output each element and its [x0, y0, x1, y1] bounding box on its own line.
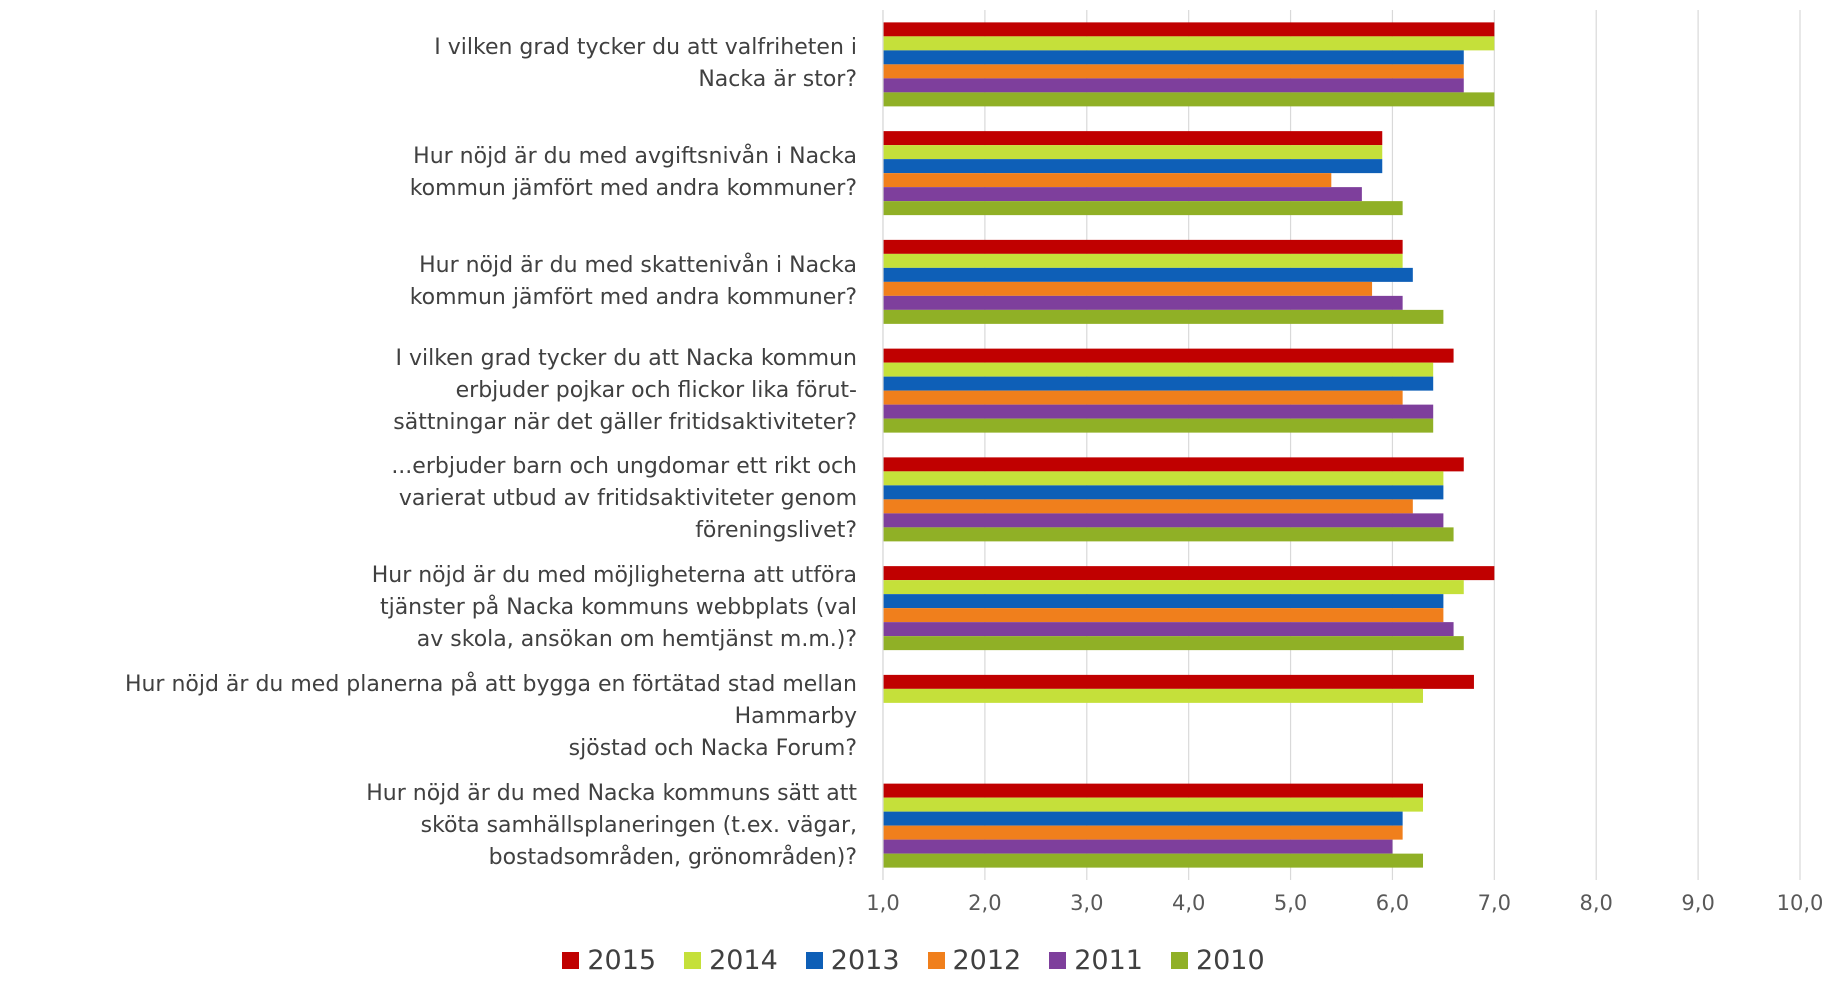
- legend-swatch: [927, 952, 945, 969]
- bar: [883, 267, 1413, 282]
- x-tick-label: 8,0: [1580, 891, 1613, 915]
- bar: [883, 201, 1403, 216]
- x-tick-label: 6,0: [1376, 891, 1409, 915]
- legend: 2015 2014 2013 2012 2011 2010: [0, 945, 1827, 976]
- x-tick-label: 4,0: [1172, 891, 1205, 915]
- legend-label: 2015: [587, 945, 657, 976]
- x-tick-label: 7,0: [1478, 891, 1511, 915]
- legend-item: 2013: [805, 945, 900, 976]
- bar: [883, 187, 1362, 202]
- bar: [883, 281, 1373, 296]
- bar: [883, 825, 1403, 840]
- bar: [883, 566, 1495, 581]
- bar: [883, 853, 1424, 868]
- bar: [883, 594, 1444, 609]
- bar: [883, 404, 1434, 419]
- legend-label: 2013: [830, 945, 900, 976]
- bar: [883, 674, 1474, 689]
- bar: [883, 608, 1444, 623]
- bar: [883, 513, 1444, 528]
- category-label: Hur nöjd är du med avgiftsnivån i Nacka …: [409, 144, 857, 202]
- legend-label: 2011: [1074, 945, 1143, 976]
- bar: [883, 64, 1464, 79]
- bar: [883, 622, 1454, 637]
- legend-item: 2010: [1170, 945, 1265, 976]
- bar: [883, 159, 1383, 174]
- bar: [883, 78, 1464, 93]
- x-tick-label: 2,0: [968, 891, 1001, 915]
- bar: [883, 295, 1403, 310]
- legend-swatch: [684, 952, 702, 969]
- legend-swatch: [562, 952, 580, 969]
- bar: [883, 131, 1383, 146]
- bar: [883, 688, 1424, 703]
- bar: [883, 50, 1464, 65]
- legend-item: 2012: [927, 945, 1022, 976]
- bar: [883, 580, 1464, 595]
- bar: [883, 811, 1403, 826]
- category-label: ...erbjuder barn och ungdomar ett rikt o…: [391, 454, 857, 544]
- bar: [883, 92, 1495, 107]
- bar: [883, 239, 1403, 254]
- bar: [883, 36, 1495, 51]
- legend-swatch: [1049, 952, 1067, 969]
- bar: [883, 390, 1403, 405]
- bar: [883, 309, 1444, 324]
- legend-label: 2012: [952, 945, 1022, 976]
- legend-item: 2011: [1049, 945, 1143, 976]
- bar: [883, 457, 1464, 472]
- category-label: Hur nöjd är du med möjligheterna att utf…: [371, 563, 857, 653]
- category-label: Hur nöjd är du med Nacka kommuns sätt at…: [366, 780, 857, 870]
- bar: [883, 797, 1424, 812]
- bar: [883, 348, 1454, 363]
- category-label: I vilken grad tycker du att Nacka kommun…: [393, 345, 857, 435]
- x-tick-label: 9,0: [1681, 891, 1714, 915]
- x-tick-label: 10,0: [1777, 891, 1824, 915]
- bar: [883, 485, 1444, 500]
- category-label: Hur nöjd är du med skattenivån i Nacka k…: [409, 252, 857, 310]
- bar: [883, 253, 1403, 268]
- bar: [883, 145, 1383, 160]
- bar: [883, 362, 1434, 377]
- legend-label: 2014: [709, 945, 778, 976]
- bar: [883, 471, 1444, 486]
- legend-swatch: [1170, 952, 1188, 969]
- bar: [883, 839, 1393, 854]
- bar: [883, 173, 1332, 188]
- legend-label: 2010: [1195, 945, 1265, 976]
- x-tick-label: 1,0: [866, 891, 899, 915]
- category-label: Hur nöjd är du med planerna på att bygga…: [124, 671, 857, 761]
- legend-item: 2014: [684, 945, 778, 976]
- bar: [883, 22, 1495, 37]
- bar: [883, 418, 1434, 433]
- bar: [883, 527, 1454, 542]
- x-tick-label: 3,0: [1070, 891, 1103, 915]
- bar: [883, 783, 1424, 798]
- legend-swatch: [805, 952, 823, 969]
- legend-item: 2015: [562, 945, 656, 976]
- bar: [883, 636, 1464, 651]
- x-tick-label: 5,0: [1274, 891, 1307, 915]
- bar: [883, 499, 1413, 514]
- bar: [883, 376, 1434, 391]
- category-label: I vilken grad tycker du att valfriheten …: [434, 35, 857, 93]
